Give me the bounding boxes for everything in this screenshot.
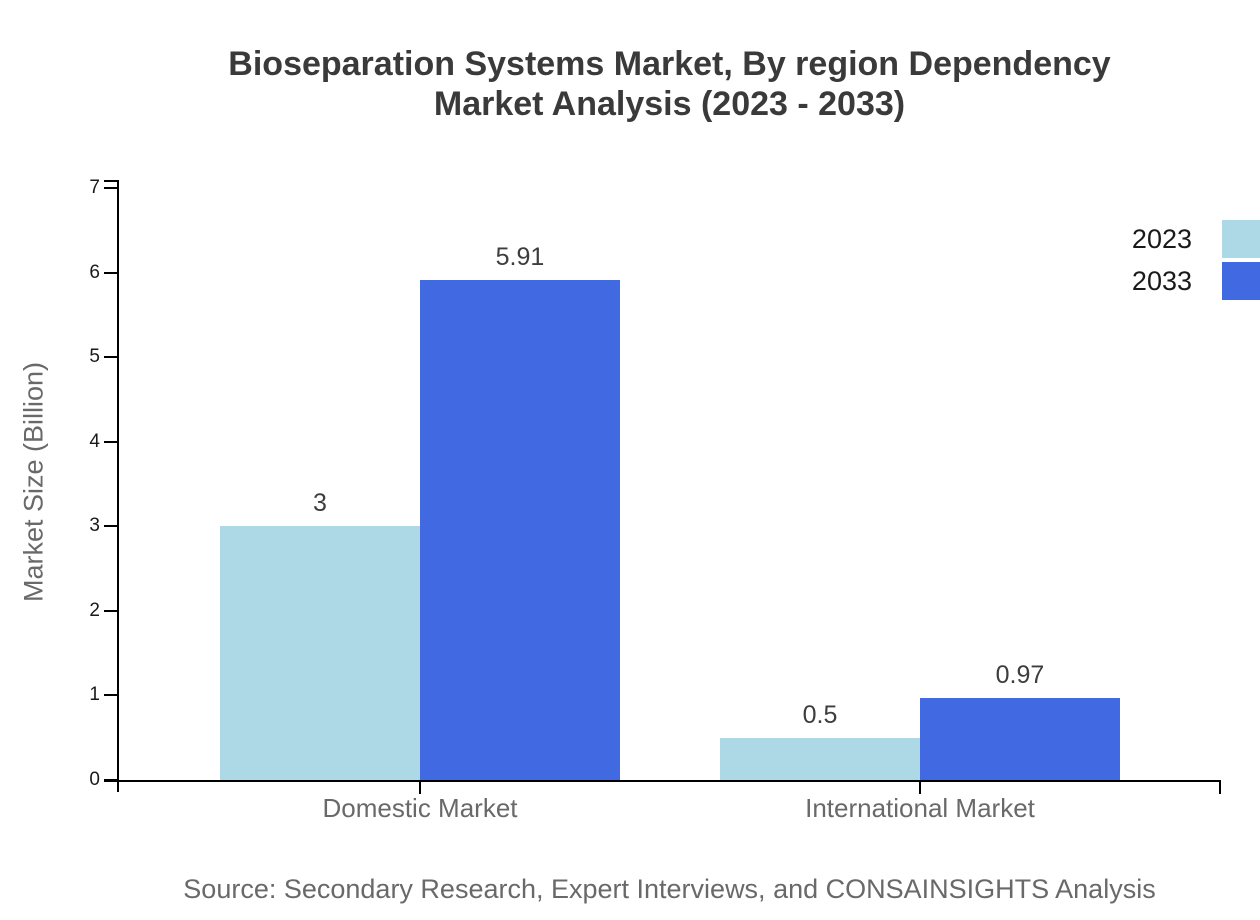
legend-label: 2023 [1131, 223, 1192, 254]
y-tick-label: 6 [89, 261, 100, 283]
y-tick [104, 187, 118, 189]
category-label: International Market [805, 793, 1035, 823]
legend: 2023 2033 [1132, 220, 1260, 304]
bar-international-market-2033 [920, 697, 1120, 780]
x-axis-tick [419, 780, 421, 794]
chart-title-line-2: Market Analysis (2023 - 2033) [433, 85, 906, 123]
x-axis-line [104, 780, 1221, 782]
y-axis-end-cap [104, 180, 119, 182]
y-tick [104, 779, 118, 781]
chart-title-line-1: Bioseparation Systems Market, By region … [228, 45, 1111, 83]
y-tick [104, 609, 118, 612]
legend-item-2023: 2023 [1132, 220, 1260, 258]
bar-value-label: 5.91 [495, 243, 545, 272]
bar-domestic-market-2023 [220, 526, 420, 780]
y-tick-label: 0 [89, 769, 100, 790]
bar-domestic-market-2033 [420, 280, 620, 780]
legend-swatch-2023 [1222, 220, 1260, 258]
y-tick-label: 2 [89, 599, 100, 621]
chart-title: Bioseparation Systems Market, By region … [118, 44, 1221, 124]
y-tick-label: 7 [89, 177, 100, 198]
bar-international-market-2023 [720, 737, 920, 780]
y-tick-label: 5 [89, 346, 100, 368]
y-tick [104, 694, 118, 697]
y-tick [104, 356, 118, 359]
source-note: Source: Secondary Research, Expert Inter… [183, 874, 1156, 904]
x-axis-end-cap [1219, 780, 1221, 794]
y-tick-label: 3 [89, 515, 100, 537]
bar-value-label: 0.5 [802, 700, 838, 729]
bar-value-label: 3 [313, 489, 327, 518]
bar-value-label: 0.97 [995, 660, 1045, 689]
y-tick [104, 525, 118, 528]
legend-label: 2033 [1131, 265, 1192, 296]
category-label: Domestic Market [322, 793, 518, 823]
y-axis-spine [117, 181, 119, 792]
y-tick-label: 1 [89, 684, 100, 706]
y-tick [104, 440, 118, 443]
legend-swatch-2033 [1222, 262, 1260, 300]
y-tick-label: 4 [89, 430, 100, 452]
legend-item-2033: 2033 [1132, 262, 1260, 300]
y-tick [104, 271, 118, 274]
x-axis-tick [919, 780, 921, 794]
